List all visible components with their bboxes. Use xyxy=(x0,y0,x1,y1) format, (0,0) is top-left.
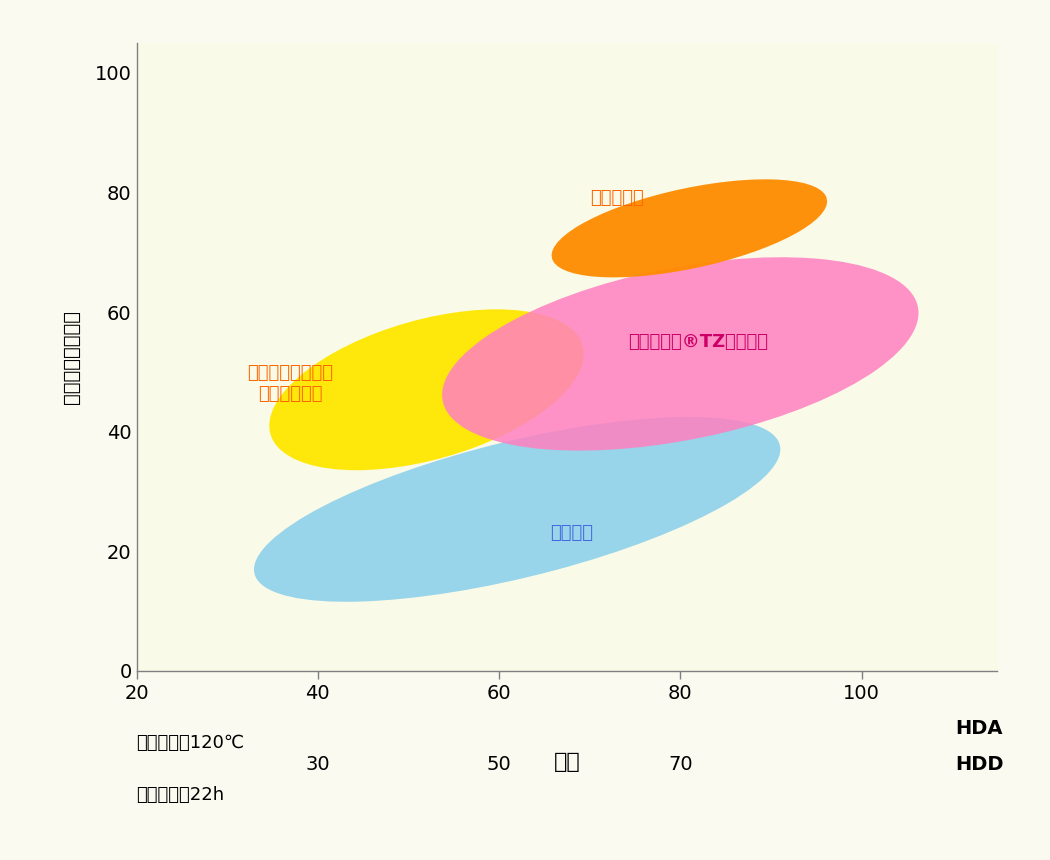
Text: 50: 50 xyxy=(486,754,511,773)
Text: 架橋ゴム: 架橋ゴム xyxy=(550,525,593,543)
Text: HDD: HDD xyxy=(956,754,1004,773)
Ellipse shape xyxy=(269,310,584,470)
Text: 塩化ビニル: 塩化ビニル xyxy=(590,189,644,207)
Text: 30: 30 xyxy=(306,754,330,773)
Text: 他社オレフィン系
エラストマー: 他社オレフィン系 エラストマー xyxy=(248,365,334,403)
Ellipse shape xyxy=(551,180,827,278)
Ellipse shape xyxy=(254,417,780,602)
Y-axis label: 圧縮永久歪み／％: 圧縮永久歪み／％ xyxy=(62,310,81,404)
Text: 試験温度：120℃: 試験温度：120℃ xyxy=(136,734,245,752)
X-axis label: 硬度: 硬度 xyxy=(553,752,581,771)
Text: 70: 70 xyxy=(668,754,693,773)
Ellipse shape xyxy=(442,257,919,451)
Text: ノファロイ®TZシリーズ: ノファロイ®TZシリーズ xyxy=(628,333,769,351)
Text: HDA: HDA xyxy=(956,719,1003,738)
Text: 試験時間：22h: 試験時間：22h xyxy=(136,786,225,804)
